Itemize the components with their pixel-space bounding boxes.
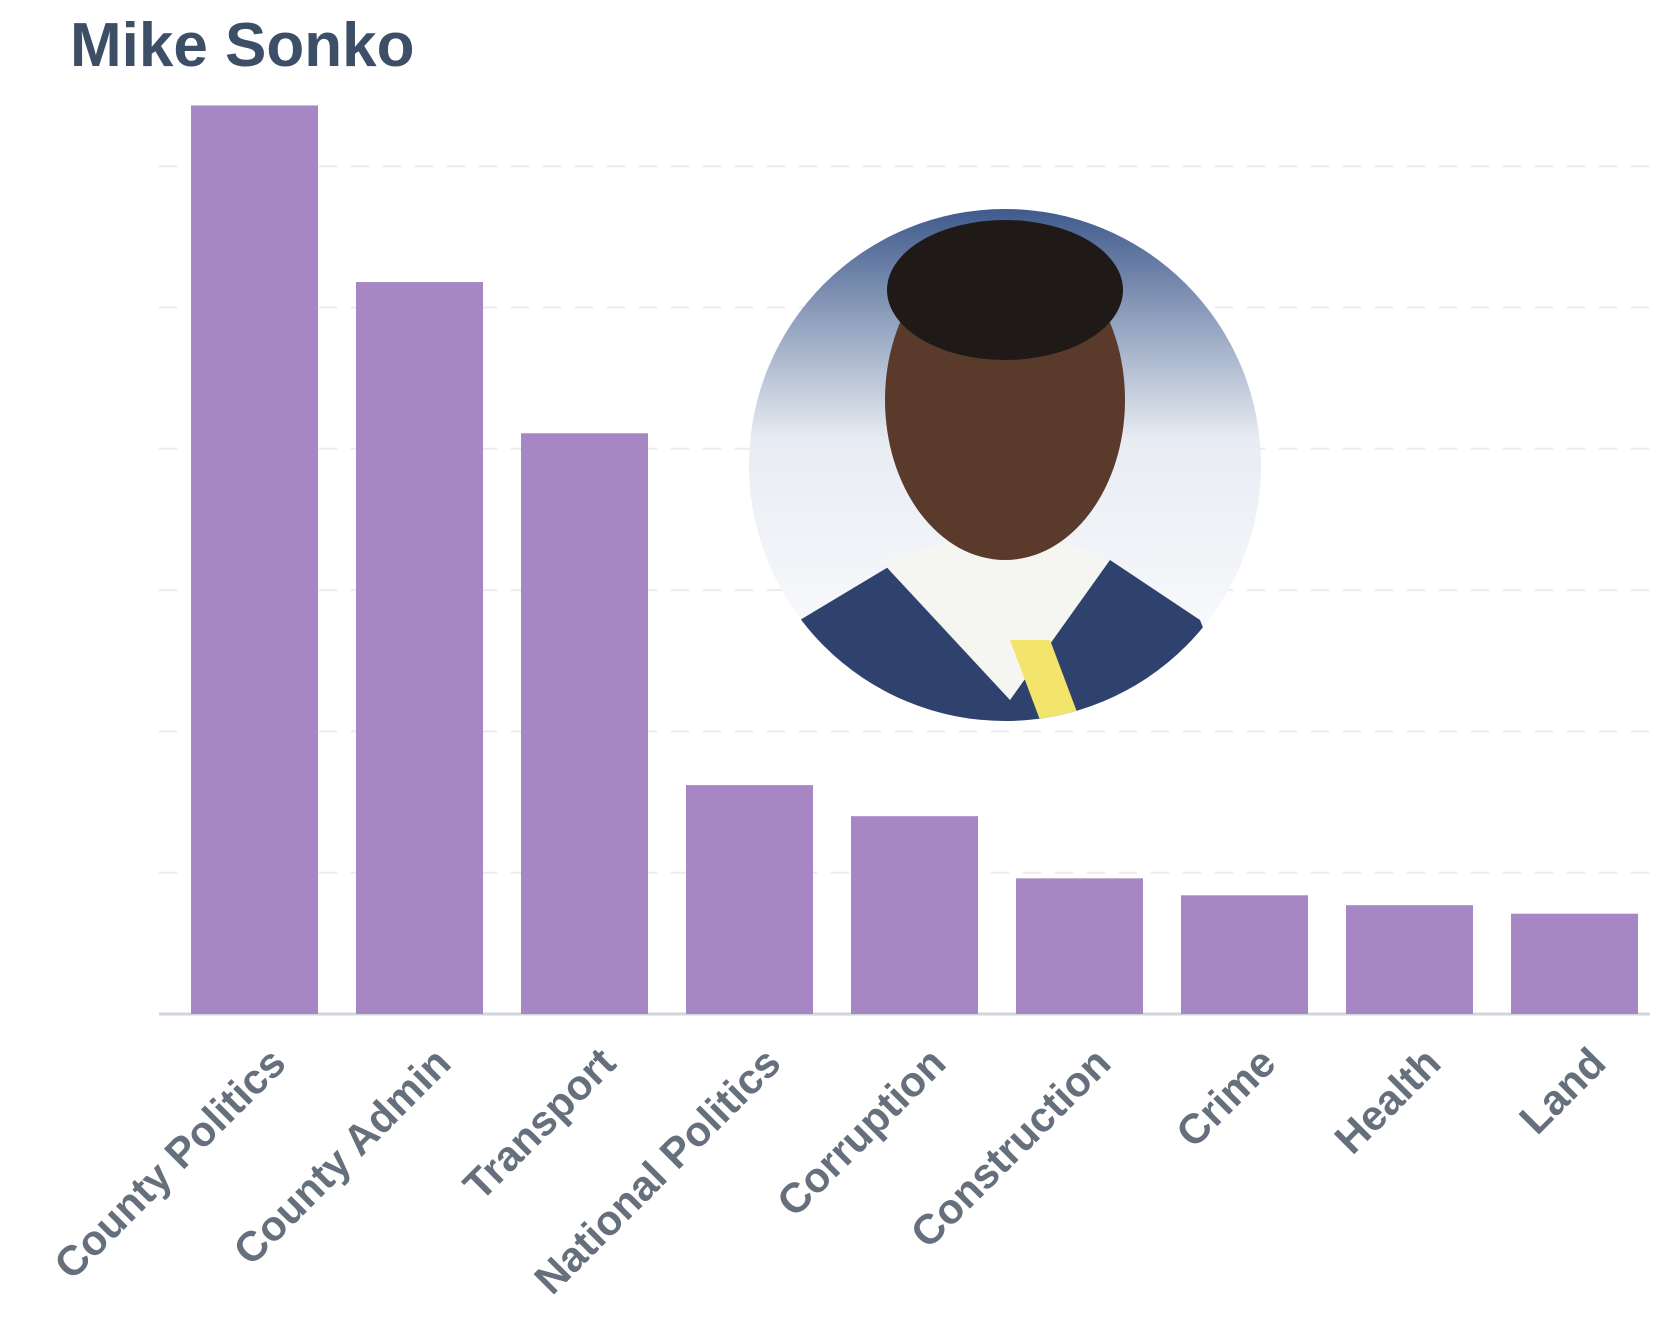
bar	[851, 816, 978, 1014]
x-tick-label: Health	[1325, 1039, 1449, 1163]
bar	[686, 785, 813, 1014]
x-tick-label: Crime	[1167, 1039, 1284, 1156]
bar	[1511, 913, 1638, 1014]
bar	[191, 105, 318, 1015]
bar	[1181, 895, 1308, 1014]
bar	[1346, 905, 1473, 1014]
bar	[521, 433, 648, 1015]
bar	[356, 282, 483, 1014]
chart-title: Mike Sonko	[70, 11, 415, 80]
bars	[191, 105, 1638, 1015]
bar	[1016, 878, 1143, 1014]
x-tick-label: Land	[1510, 1039, 1614, 1143]
x-tick-label: Transport	[454, 1039, 624, 1209]
portrait	[749, 209, 1261, 721]
